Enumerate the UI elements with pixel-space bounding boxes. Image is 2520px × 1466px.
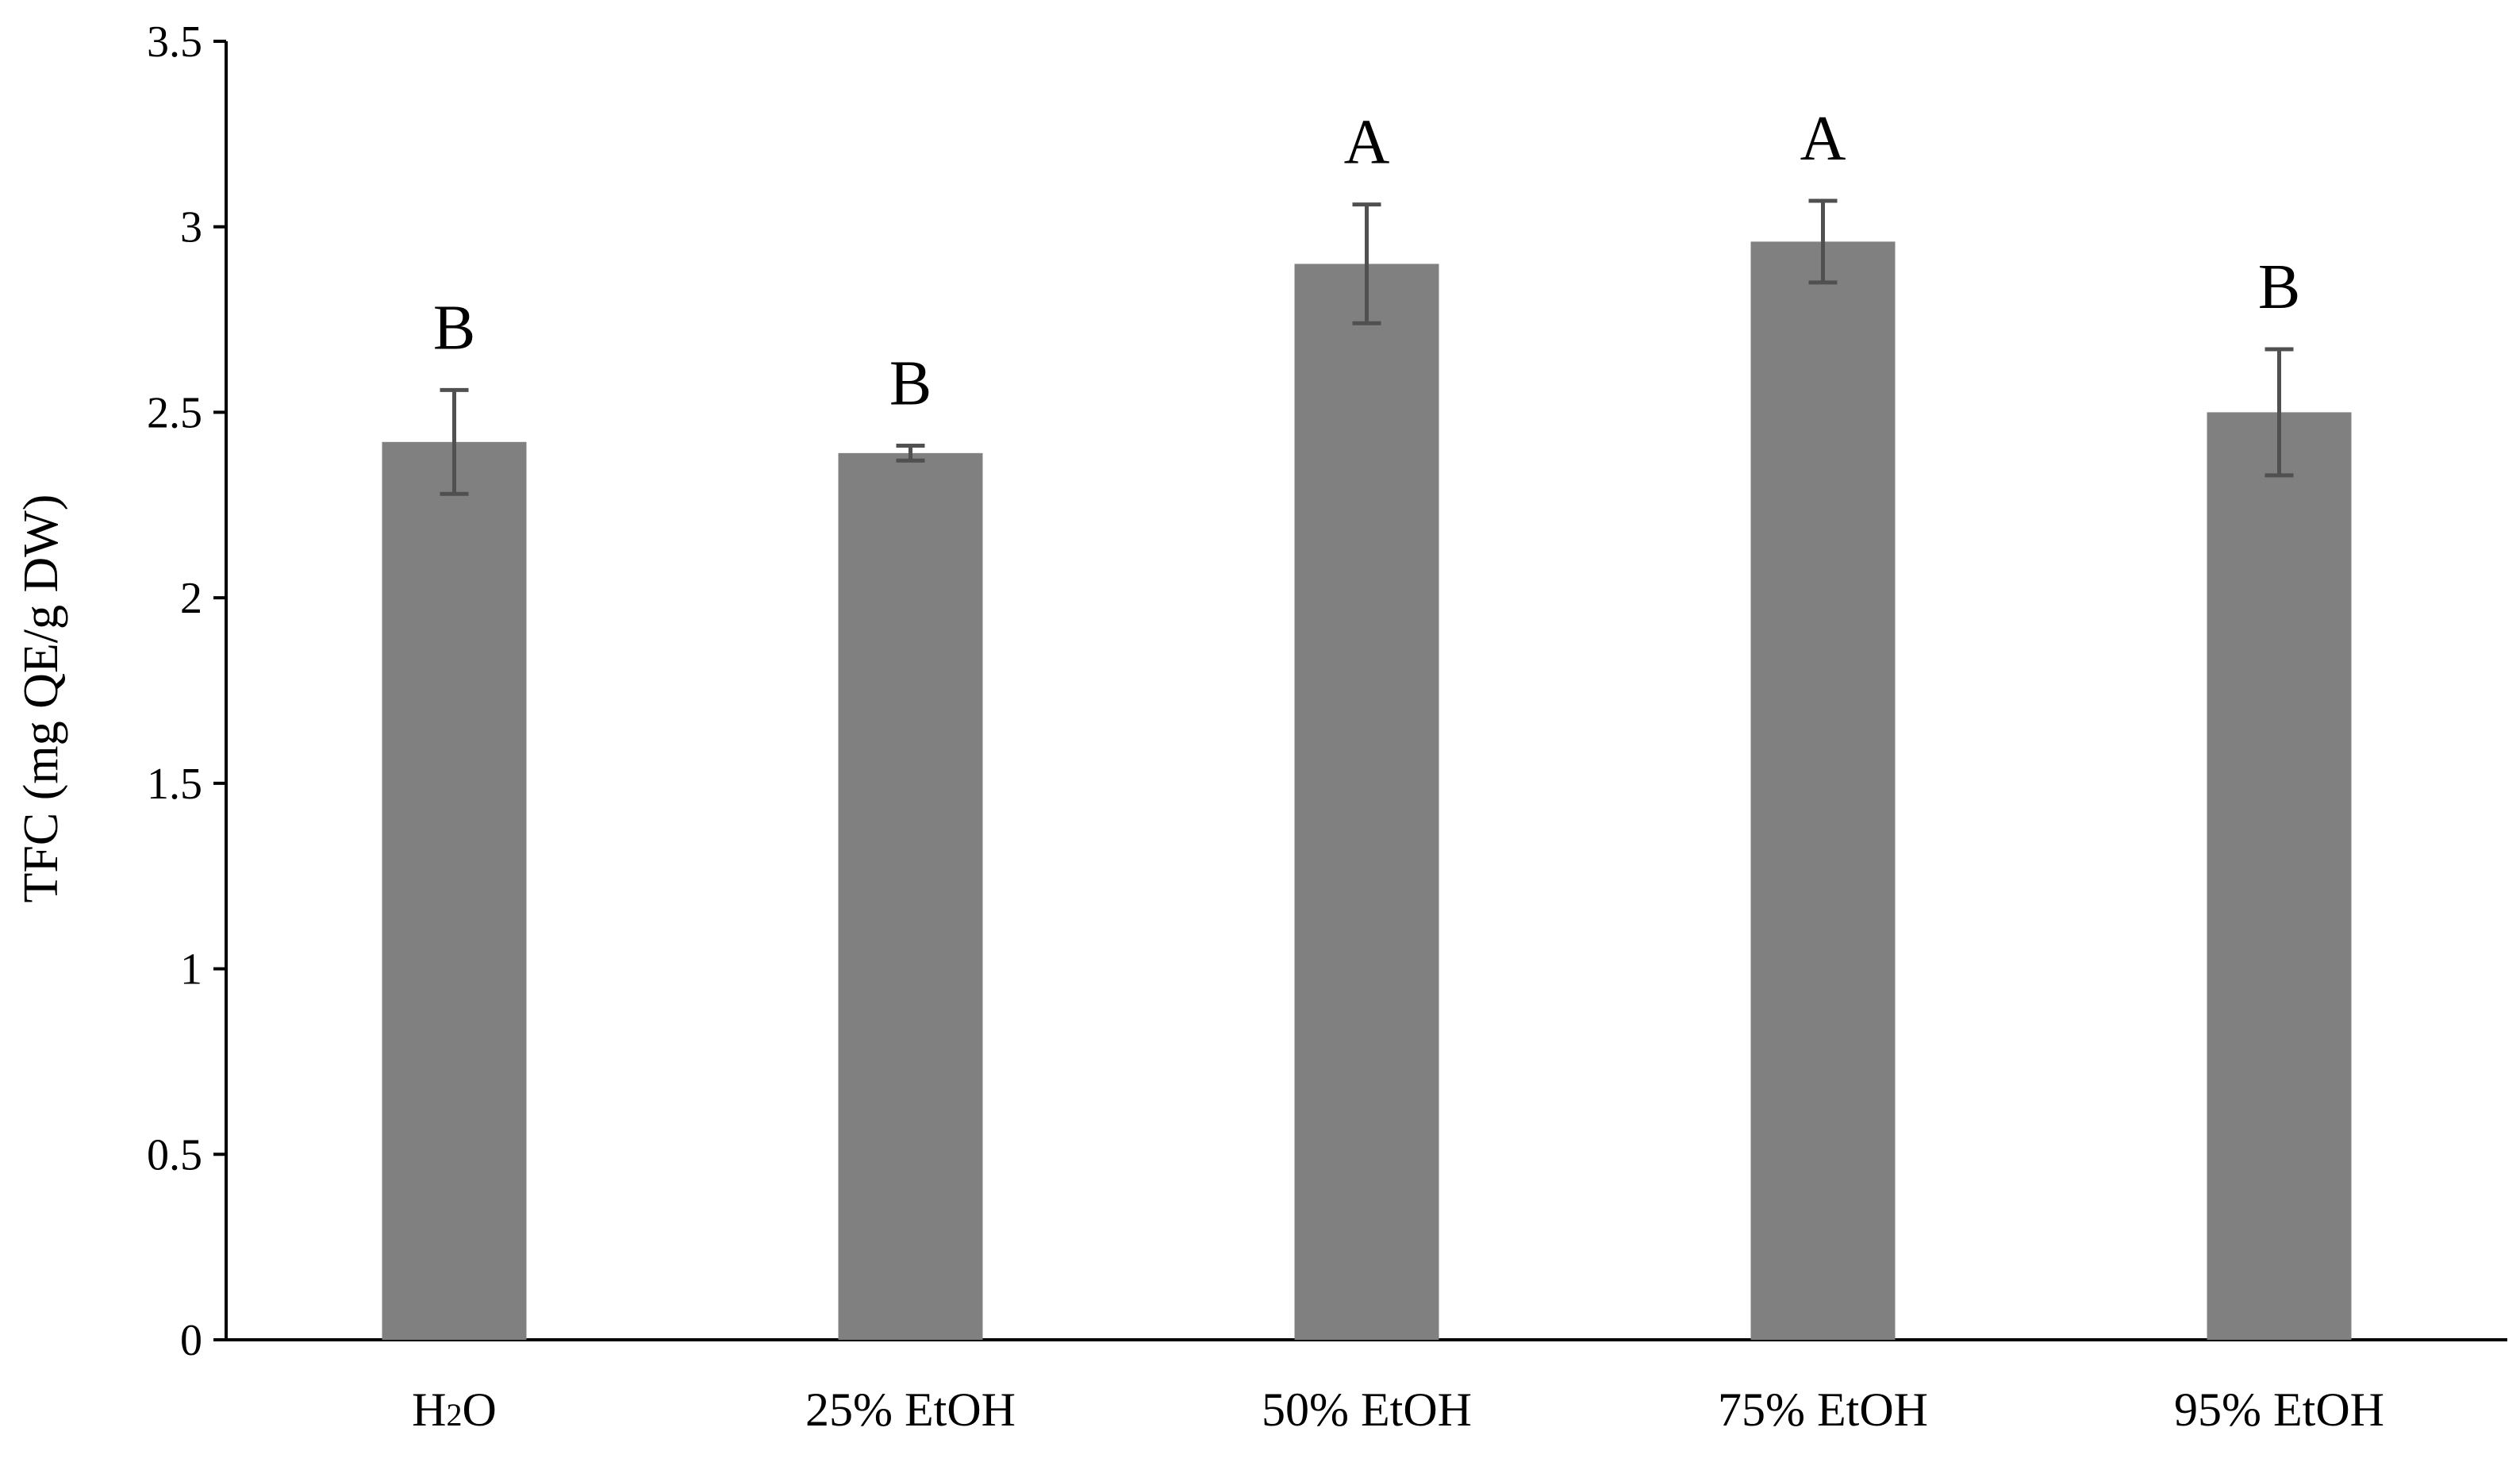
significance-label: A <box>1800 104 1846 174</box>
significance-label: B <box>433 293 475 363</box>
bar <box>2207 412 2352 1340</box>
error-bars <box>440 198 2294 496</box>
y-tick-label: 1.5 <box>147 760 202 809</box>
category-label: H2O <box>412 1383 497 1436</box>
category-label: 50% EtOH <box>1262 1383 1472 1436</box>
y-tick-label: 1 <box>180 945 202 995</box>
y-tick-label: 2 <box>180 574 202 623</box>
bar <box>838 452 983 1340</box>
y-tick-label: 3.5 <box>147 17 202 67</box>
labels: B H2O B 25% EtOH A 50% EtOH A 75% EtOH B 95% EtOH <box>412 104 2384 1436</box>
significance-label: A <box>1344 108 1390 178</box>
bar <box>382 441 527 1340</box>
category-label: 75% EtOH <box>1718 1383 1928 1436</box>
y-tick-label: 0.5 <box>147 1130 202 1179</box>
y-tick-label: 3 <box>180 203 202 252</box>
y-tick-label: 2.5 <box>147 388 202 437</box>
y-axis-title: TFC (mg QE/g DW) <box>14 494 68 903</box>
bar <box>1750 241 1896 1341</box>
category-label: 95% EtOH <box>2174 1383 2384 1436</box>
category-label: 25% EtOH <box>805 1383 1016 1436</box>
bars <box>382 241 2352 1341</box>
significance-label: B <box>889 348 932 418</box>
axes: 0 0.5 1 1.5 2 2.5 3 3.5 TFC (mg QE/g DW) <box>14 17 2507 1365</box>
y-tick-label: 0 <box>180 1316 202 1365</box>
bar <box>1294 264 1439 1340</box>
significance-label: B <box>2258 252 2300 322</box>
